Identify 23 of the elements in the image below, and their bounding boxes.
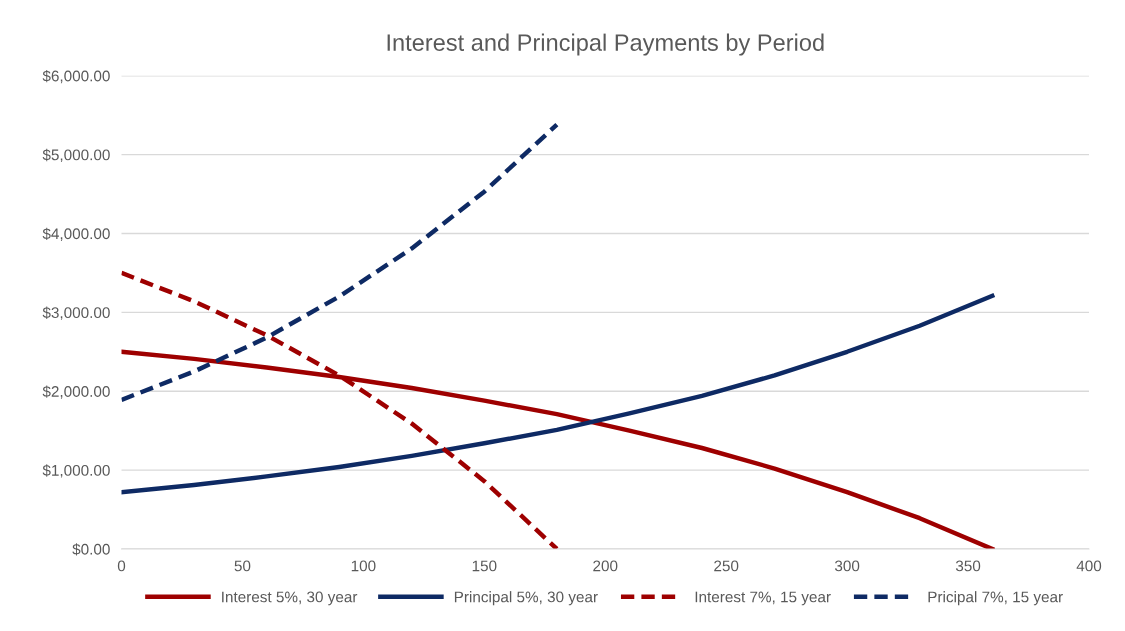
x-tick-label: 150 (472, 560, 497, 572)
line-series (121, 122, 560, 403)
x-tick-label: 350 (955, 560, 981, 572)
x-tick-label: 200 (593, 560, 618, 572)
y-tick-label: $6,000.00 (42, 69, 110, 84)
legend-label: Interest 7%, 15 year (695, 591, 831, 606)
x-tick-label: 400 (1076, 560, 1102, 572)
y-tick-label: $5,000.00 (42, 148, 110, 163)
x-tick-label: 100 (351, 560, 376, 572)
y-tick-label: $0.00 (72, 543, 110, 556)
x-tick-label: 0 (117, 560, 126, 572)
y-tick-label: $1,000.00 (42, 464, 110, 478)
legend-label: Pricipal 7%, 15 year (928, 591, 1063, 606)
y-tick-label: $3,000.00 (42, 306, 110, 320)
y-tick-label: $2,000.00 (42, 385, 110, 399)
chart-title: Interest and Principal Payments by Period (387, 33, 824, 56)
x-tick-label: 300 (834, 560, 860, 572)
x-tick-label: 50 (234, 560, 251, 572)
legend-label: Interest 5%, 30 year (222, 591, 358, 606)
x-tick-label: 250 (714, 560, 739, 572)
legend-label: Principal 5%, 30 year (454, 591, 598, 606)
y-tick-label: $4,000.00 (42, 227, 110, 241)
line-series (121, 293, 995, 495)
